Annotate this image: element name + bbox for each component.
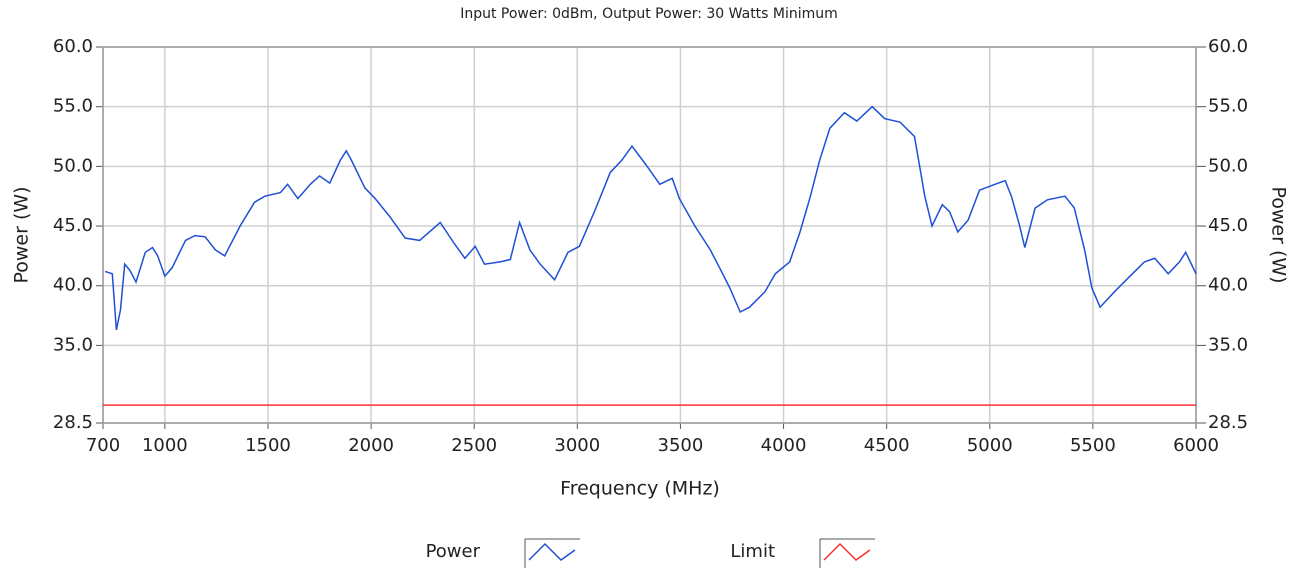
plot-border xyxy=(102,46,1197,424)
x-tick-label: 1000 xyxy=(142,435,188,456)
y2-tick-label: 55.0 xyxy=(1208,96,1248,117)
y-tick-label: 60.0 xyxy=(53,36,93,57)
y2-tick-label: 35.0 xyxy=(1208,334,1248,355)
y-tick-label: 50.0 xyxy=(53,155,93,176)
y-tick-label: 35.0 xyxy=(53,334,93,355)
legend-swatch xyxy=(528,542,576,561)
x-tick-label: 700 xyxy=(86,435,120,456)
y2-axis-label: Power (W) xyxy=(1268,186,1290,283)
x-tick-label: 2000 xyxy=(348,435,394,456)
legend-swatch xyxy=(823,542,871,561)
y-tick-label: 45.0 xyxy=(53,215,93,236)
x-axis-label: Frequency (MHz) xyxy=(560,478,720,500)
x-tick-label: 4000 xyxy=(761,435,807,456)
x-tick-label: 5000 xyxy=(967,435,1013,456)
y2-tick-label: 60.0 xyxy=(1208,36,1248,57)
x-tick-label: 3000 xyxy=(554,435,600,456)
plot-area xyxy=(103,47,1196,423)
x-tick-label: 4500 xyxy=(864,435,910,456)
x-tick-label: 5500 xyxy=(1070,435,1116,456)
y-tick-label: 28.5 xyxy=(53,412,93,433)
legend-label: Limit xyxy=(730,541,775,562)
x-tick-label: 2500 xyxy=(451,435,497,456)
series-line xyxy=(104,105,1197,331)
x-tick-label: 3500 xyxy=(658,435,704,456)
y2-tick-label: 40.0 xyxy=(1208,275,1248,296)
legend-frame xyxy=(524,538,580,568)
x-tick-label: 1500 xyxy=(245,435,291,456)
y2-tick-label: 50.0 xyxy=(1208,155,1248,176)
y-tick-label: 40.0 xyxy=(53,275,93,296)
legend-label: Power xyxy=(426,541,481,562)
y-tick-label: 55.0 xyxy=(53,96,93,117)
x-tick-label: 6000 xyxy=(1173,435,1219,456)
y-axis-label: Power (W) xyxy=(11,186,33,283)
chart-title: Input Power: 0dBm, Output Power: 30 Watt… xyxy=(460,6,838,22)
legend-frame xyxy=(819,538,875,568)
y2-tick-label: 28.5 xyxy=(1208,412,1248,433)
y2-tick-label: 45.0 xyxy=(1208,215,1248,236)
